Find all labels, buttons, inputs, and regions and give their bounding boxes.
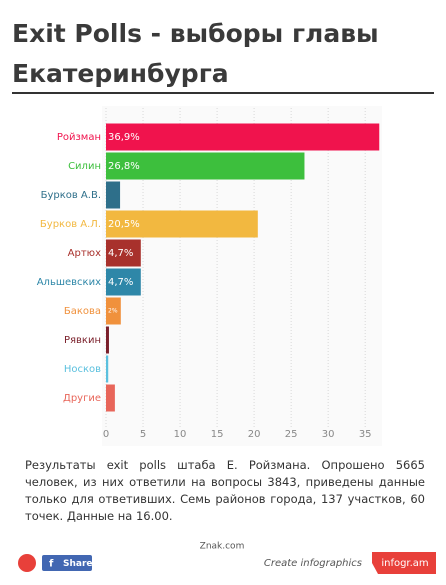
share-label[interactable]: Share xyxy=(63,559,93,569)
description: Результаты exit polls штаба Е. Ройзмана.… xyxy=(25,458,425,523)
brand-tag[interactable] xyxy=(372,552,436,574)
y-tick-label: Силин xyxy=(68,161,101,172)
value-label: 20,5% xyxy=(108,219,140,230)
value-label: 36,9% xyxy=(108,132,140,143)
x-tick-label: 20 xyxy=(248,429,261,440)
create-link[interactable]: Create infographics xyxy=(264,558,362,569)
bar xyxy=(106,268,141,296)
x-tick-label: 5 xyxy=(140,429,146,440)
bar xyxy=(106,326,109,354)
chart-title: Exit Polls - выборы главы Екатеринбурга xyxy=(12,19,379,88)
value-label: 2% xyxy=(108,308,118,315)
brand[interactable]: infogr.am xyxy=(381,558,428,569)
y-tick-label: Другие xyxy=(63,393,101,404)
value-label: 4,7% xyxy=(108,277,133,288)
y-tick-label: Ройзман xyxy=(57,132,101,143)
x-tick-label: 30 xyxy=(322,429,335,440)
x-tick-label: 10 xyxy=(174,429,187,440)
y-tick-label: Носков xyxy=(64,364,101,375)
bar xyxy=(106,152,305,180)
x-tick-label: 25 xyxy=(285,429,298,440)
value-label: 26,8% xyxy=(108,161,140,172)
x-tick-label: 0 xyxy=(103,429,109,440)
y-tick-label: Бурков А.В. xyxy=(41,190,101,201)
y-tick-label: Артюх xyxy=(68,248,101,259)
y-tick-label: Бурков А.Л. xyxy=(40,219,101,230)
x-tick-label: 35 xyxy=(359,429,372,440)
bar xyxy=(106,123,380,151)
logo xyxy=(18,554,36,572)
y-tick-label: Рявкин xyxy=(64,335,101,346)
title-rule xyxy=(12,92,434,94)
y-tick-label: Бакова xyxy=(64,306,101,317)
source: Znak.com xyxy=(200,542,245,552)
y-tick-label: Альшевских xyxy=(37,277,101,288)
x-tick-label: 15 xyxy=(211,429,224,440)
fb-icon: f xyxy=(49,559,54,570)
bar xyxy=(106,384,115,412)
bar xyxy=(106,355,109,383)
bar xyxy=(106,239,141,267)
bar xyxy=(106,210,258,238)
share-button[interactable] xyxy=(42,555,92,571)
bar xyxy=(106,297,121,325)
value-label: 4,7% xyxy=(108,248,133,259)
bar xyxy=(106,181,121,209)
